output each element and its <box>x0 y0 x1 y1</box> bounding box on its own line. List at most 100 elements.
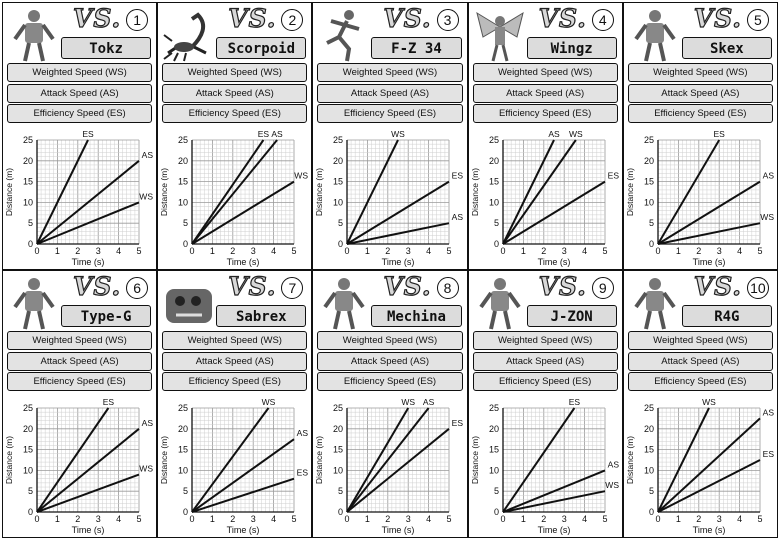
robot-name: Tokz <box>61 37 152 59</box>
series-label: WS <box>294 171 308 181</box>
robot-card: VS. 3 F-Z 34 Weighted Speed (WS) Attack Spee… <box>312 2 468 270</box>
y-axis-label: Distance (m) <box>625 168 635 216</box>
y-tick-label: 5 <box>183 486 188 496</box>
y-tick-label: 10 <box>644 197 654 207</box>
distance-time-chart: 0 1 2 3 4 5 0 5 10 15 20 25 Time (s) Distance (m) ES AS… <box>470 397 619 535</box>
series-label: WS <box>569 129 583 139</box>
y-tick-label: 0 <box>494 507 499 517</box>
x-tick-label: 2 <box>696 246 701 256</box>
x-tick-label: 5 <box>447 246 452 256</box>
x-tick-label: 4 <box>116 514 121 524</box>
card-number: 8 <box>436 277 459 299</box>
mech-robot-icon <box>7 275 61 331</box>
series-line-as <box>657 417 761 513</box>
x-tick-label: 3 <box>406 246 411 256</box>
x-tick-label: 5 <box>292 246 297 256</box>
x-tick-label: 1 <box>55 514 60 524</box>
y-tick-label: 20 <box>333 156 343 166</box>
y-tick-label: 5 <box>494 218 499 228</box>
series-label: ES <box>568 397 580 407</box>
series-line-as <box>347 222 450 245</box>
card-number: 2 <box>281 9 304 31</box>
speed-row: Weighted Speed (WS) <box>627 331 773 350</box>
y-tick-label: 15 <box>333 445 343 455</box>
series-label: ES <box>762 449 774 459</box>
x-tick-label: 5 <box>757 246 762 256</box>
x-tick-label: 4 <box>116 246 121 256</box>
x-axis-label: Time (s) <box>227 257 260 267</box>
x-axis-label: Time (s) <box>72 257 105 267</box>
x-tick-label: 2 <box>386 246 391 256</box>
y-tick-label: 0 <box>183 507 188 517</box>
x-tick-label: 3 <box>561 514 566 524</box>
series-label: AS <box>423 397 435 407</box>
y-tick-label: 20 <box>489 424 499 434</box>
speed-rows: Weighted Speed (WS) Attack Speed (AS) Effi… <box>7 63 153 125</box>
y-tick-label: 25 <box>644 403 654 413</box>
x-tick-label: 4 <box>271 246 276 256</box>
x-tick-label: 4 <box>737 514 742 524</box>
x-tick-label: 4 <box>582 246 587 256</box>
y-tick-label: 5 <box>338 218 343 228</box>
series-line-ws <box>657 222 760 245</box>
series-line-es <box>502 180 606 245</box>
speed-row: Efficiency Speed (ES) <box>162 104 308 123</box>
y-tick-label: 0 <box>494 239 499 249</box>
x-tick-label: 3 <box>96 514 101 524</box>
card-number: 3 <box>436 9 459 31</box>
x-tick-label: 0 <box>34 514 39 524</box>
y-tick-label: 15 <box>333 177 343 187</box>
series-line-ws <box>346 139 400 245</box>
y-tick-label: 25 <box>333 403 343 413</box>
x-tick-label: 5 <box>602 246 607 256</box>
speed-row: Efficiency Speed (ES) <box>7 372 153 391</box>
speed-row: Attack Speed (AS) <box>317 351 463 371</box>
x-tick-label: 5 <box>136 514 141 524</box>
series-line-es <box>346 428 451 513</box>
robot-card: VS. 2 Scorpoid Weighted Speed (WS) Attack Sp… <box>157 2 313 270</box>
y-tick-label: 5 <box>649 218 654 228</box>
series-label: WS <box>760 212 774 222</box>
x-tick-label: 3 <box>251 514 256 524</box>
series-line-es <box>657 459 761 513</box>
vs-label: VS. <box>72 272 122 301</box>
robot-card: VS. 7 Sabrex Weighted Speed (WS) Attack Spee… <box>157 270 313 538</box>
y-tick-label: 0 <box>28 239 33 249</box>
card-number: 7 <box>281 277 304 299</box>
series-line-as <box>502 469 605 513</box>
speed-row: Attack Speed (AS) <box>627 351 773 371</box>
y-tick-label: 15 <box>178 177 188 187</box>
y-tick-label: 0 <box>28 507 33 517</box>
y-tick-label: 10 <box>489 465 499 475</box>
vs-label: VS. <box>693 272 743 301</box>
series-label: AS <box>297 428 309 438</box>
x-tick-label: 2 <box>75 246 80 256</box>
y-tick-label: 20 <box>333 424 343 434</box>
y-tick-label: 20 <box>178 156 188 166</box>
y-tick-label: 15 <box>644 177 654 187</box>
y-tick-label: 0 <box>649 239 654 249</box>
speed-rows: Weighted Speed (WS) Attack Speed (AS) Effi… <box>627 63 773 125</box>
x-tick-label: 1 <box>676 246 681 256</box>
y-tick-label: 15 <box>23 177 33 187</box>
series-label: ES <box>713 129 725 139</box>
x-tick-label: 2 <box>541 514 546 524</box>
y-tick-label: 20 <box>178 424 188 434</box>
speed-rows: Weighted Speed (WS) Attack Speed (AS) Effi… <box>627 331 773 393</box>
robot-name: Wingz <box>526 37 617 59</box>
y-tick-label: 5 <box>28 486 33 496</box>
x-tick-label: 1 <box>55 246 60 256</box>
android-robot-icon <box>473 275 527 331</box>
series-line-as <box>346 407 430 513</box>
x-tick-label: 3 <box>716 246 721 256</box>
speed-rows: Weighted Speed (WS) Attack Speed (AS) Effi… <box>472 63 618 125</box>
y-tick-label: 20 <box>23 156 33 166</box>
series-label: AS <box>272 129 284 139</box>
speed-row: Attack Speed (AS) <box>472 83 618 103</box>
x-axis-label: Time (s) <box>692 257 725 267</box>
robot-name: R4G <box>681 305 772 327</box>
speed-rows: Weighted Speed (WS) Attack Speed (AS) Effi… <box>317 63 463 125</box>
series-label: AS <box>452 212 464 222</box>
x-tick-label: 1 <box>365 514 370 524</box>
distance-time-chart: 0 1 2 3 4 5 0 5 10 15 20 25 Time (s) Distance (m) ES AS… <box>4 397 153 535</box>
